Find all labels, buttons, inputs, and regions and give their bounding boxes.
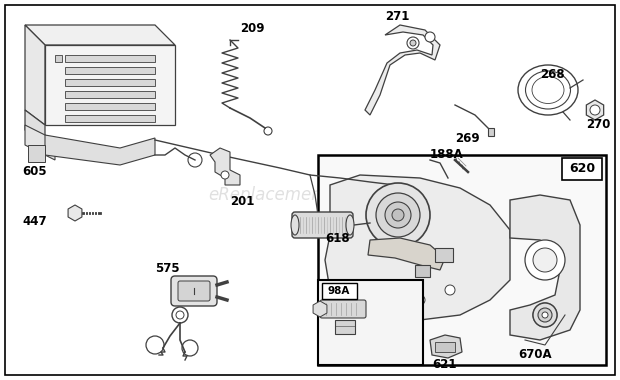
Circle shape [366,183,430,247]
Polygon shape [365,25,440,115]
Circle shape [376,193,420,237]
FancyBboxPatch shape [292,212,353,238]
Bar [318,155,606,365]
Bar [335,320,355,334]
Polygon shape [325,175,510,320]
Bar [562,158,602,180]
Circle shape [392,209,404,221]
Bar [65,55,155,62]
Text: eReplacementParts.com: eReplacementParts.com [208,186,412,204]
Bar [65,103,155,110]
Text: 268: 268 [540,68,565,81]
Circle shape [590,105,600,115]
Bar [435,248,453,262]
Bar [65,115,155,122]
Polygon shape [28,145,45,162]
Bar [488,128,494,136]
Circle shape [538,308,552,322]
Polygon shape [45,135,155,165]
Polygon shape [25,125,55,160]
Text: 188A: 188A [430,148,464,161]
Bar [65,91,155,98]
Text: 575: 575 [155,262,180,275]
Polygon shape [430,335,462,358]
Circle shape [533,303,557,327]
Bar [318,280,423,365]
Text: 209: 209 [240,22,265,35]
Circle shape [385,202,411,228]
Bar [415,265,430,277]
Circle shape [533,303,557,327]
Circle shape [410,40,416,46]
Polygon shape [210,148,240,185]
Bar [322,283,357,299]
Circle shape [407,37,419,49]
Text: 605: 605 [22,165,46,178]
Circle shape [355,285,365,295]
Bar [55,55,62,62]
Polygon shape [45,45,175,125]
Ellipse shape [346,215,354,235]
Text: 618: 618 [325,232,350,245]
Text: 98A: 98A [328,286,350,296]
Circle shape [425,32,435,42]
Polygon shape [368,238,445,270]
Circle shape [525,240,565,280]
FancyBboxPatch shape [178,281,210,301]
Bar [435,342,455,352]
Circle shape [385,300,395,310]
Text: 621: 621 [432,358,456,371]
Text: 447: 447 [22,215,46,228]
Bar [65,67,155,74]
Text: 620: 620 [569,163,595,176]
Circle shape [221,171,229,179]
Circle shape [542,312,548,318]
Polygon shape [510,195,580,340]
Polygon shape [25,25,175,45]
Circle shape [533,248,557,272]
FancyBboxPatch shape [171,276,217,306]
Text: 269: 269 [455,132,480,145]
Text: 271: 271 [385,10,409,23]
Bar [65,79,155,86]
Circle shape [445,285,455,295]
Text: 670A: 670A [518,348,552,361]
Circle shape [538,308,552,322]
Polygon shape [25,25,45,125]
Text: 201: 201 [230,195,254,208]
Circle shape [415,295,425,305]
Ellipse shape [291,215,299,235]
Polygon shape [25,110,45,145]
FancyBboxPatch shape [320,300,366,318]
Text: 270: 270 [586,118,610,131]
